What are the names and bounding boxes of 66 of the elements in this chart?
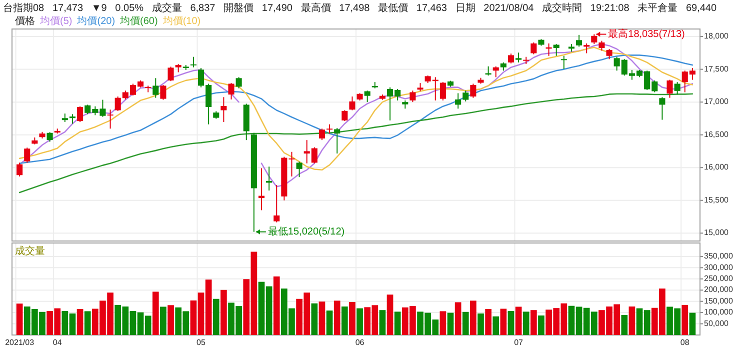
bar bbox=[508, 310, 514, 335]
bar bbox=[386, 294, 394, 335]
bar bbox=[462, 312, 469, 335]
bar bbox=[478, 313, 484, 335]
bar bbox=[326, 310, 333, 335]
y-tick-label: 300,000 bbox=[704, 262, 734, 272]
bar bbox=[394, 312, 401, 335]
x-tick-label: 08 bbox=[680, 338, 690, 347]
bar bbox=[84, 311, 91, 335]
y-tick-label: 18,000 bbox=[704, 32, 730, 41]
bar bbox=[356, 308, 363, 335]
bar bbox=[16, 304, 23, 335]
text: 均價(10) bbox=[162, 15, 201, 27]
bar bbox=[689, 312, 696, 335]
y-tick-label: 350,000 bbox=[704, 252, 734, 261]
bar bbox=[220, 290, 227, 335]
y-tick-label: 100,000 bbox=[704, 308, 734, 317]
legend-title: 價格 bbox=[15, 15, 35, 27]
bar bbox=[273, 276, 280, 335]
text: 均價(60) bbox=[119, 15, 158, 27]
bar bbox=[379, 310, 386, 335]
text: 均價(20) bbox=[76, 15, 116, 27]
y-tick-label: 17,000 bbox=[704, 97, 730, 106]
bar bbox=[621, 315, 628, 335]
y-tick-label: 150,000 bbox=[704, 296, 734, 306]
x-tick-label: 05 bbox=[196, 338, 206, 347]
bar bbox=[492, 316, 500, 335]
bar bbox=[628, 306, 636, 335]
chart-subtitle: 台指期08 17,473 ▼9 0.05% 成交量 6,837 開盤價 17,490 最高價 17,498 最低價 17,463 日期 2021/08/04 成交時間 19:21:08 未平倉量 69,440 bbox=[3, 2, 717, 14]
annotation: 最高18,035(7/13) bbox=[608, 28, 685, 40]
chart-title: 成交量 bbox=[15, 245, 45, 257]
bar bbox=[76, 308, 84, 335]
bar bbox=[212, 298, 220, 335]
bar bbox=[311, 303, 318, 335]
bar bbox=[341, 306, 348, 335]
y-tick-label: 16,500 bbox=[704, 130, 730, 139]
bar bbox=[160, 306, 166, 335]
bar bbox=[500, 308, 507, 335]
y-tick-label: 250,000 bbox=[704, 274, 734, 284]
bar bbox=[318, 302, 326, 335]
x-tick-label: 04 bbox=[52, 338, 62, 347]
y-tick-label: 17,500 bbox=[704, 64, 730, 74]
bar bbox=[515, 306, 522, 335]
y-tick-label: 16,000 bbox=[704, 162, 730, 172]
bar bbox=[152, 292, 159, 335]
bar bbox=[538, 315, 544, 335]
bar bbox=[454, 302, 462, 335]
bar bbox=[447, 312, 454, 335]
bar bbox=[470, 300, 476, 335]
y-tick-label: 200,000 bbox=[704, 285, 734, 294]
y-tick-label: 15,000 bbox=[704, 228, 730, 238]
y-tick-label: 50,000 bbox=[704, 318, 730, 328]
bar bbox=[168, 305, 174, 335]
x-tick-label: 07 bbox=[514, 338, 524, 347]
bar bbox=[349, 302, 356, 335]
x-tick-label: 2021/03 bbox=[5, 338, 35, 347]
x-tick-label: 06 bbox=[355, 338, 365, 347]
bar bbox=[682, 304, 688, 335]
bar bbox=[334, 300, 340, 335]
y-tick-label: 15,500 bbox=[704, 195, 730, 204]
bar bbox=[485, 308, 492, 335]
bar bbox=[530, 310, 537, 335]
bar bbox=[440, 311, 446, 335]
bar bbox=[522, 312, 530, 335]
text: 均價(5) bbox=[39, 15, 72, 27]
annotation: 最低15,020(5/12) bbox=[268, 226, 345, 238]
